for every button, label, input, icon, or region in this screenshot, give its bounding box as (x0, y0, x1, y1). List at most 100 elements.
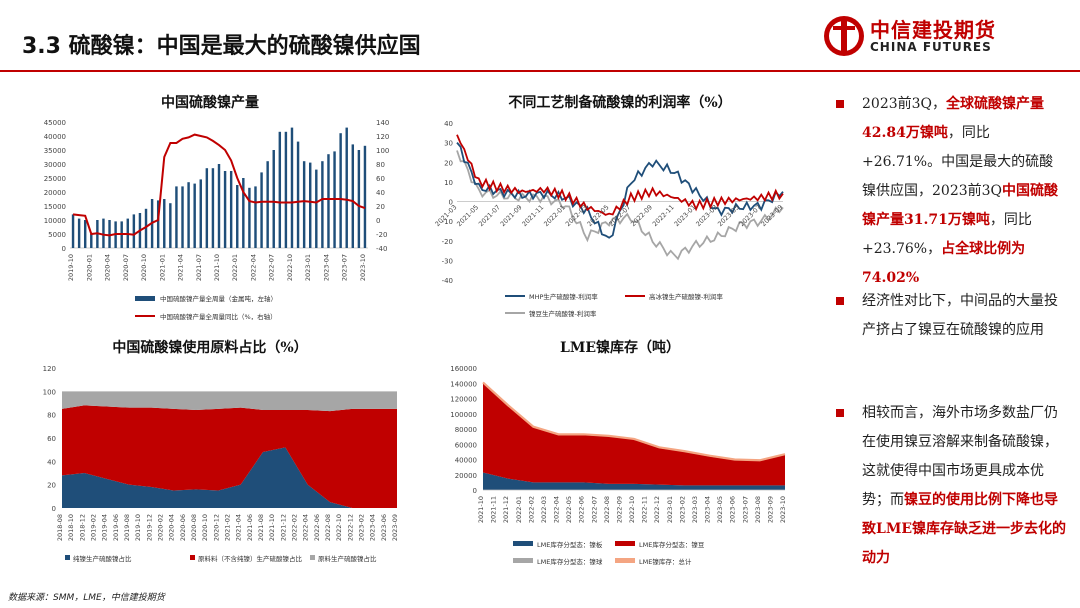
y-right-tick: 0 (376, 217, 380, 225)
page-title: 3.3 硫酸镍：中国是最大的硫酸镍供应国 (22, 34, 421, 59)
x-tick: 2020-07 (122, 254, 130, 281)
bar (302, 161, 306, 248)
area-1 (62, 405, 397, 508)
y-left-tick: 25000 (44, 175, 66, 183)
bar (223, 171, 227, 248)
x-tick: 2019-08 (123, 514, 131, 541)
y-tick: 120 (43, 365, 56, 373)
bar (199, 179, 202, 248)
bar (296, 141, 300, 248)
bar (248, 187, 251, 248)
x-tick: 2022-11 (651, 203, 676, 228)
x-tick: 2022-04 (249, 254, 257, 281)
y-right-tick: 140 (376, 119, 389, 127)
legend-label-0: 纯镍生产硫酸镍占比 (73, 554, 132, 563)
x-tick: 2023-04 (322, 254, 330, 281)
chart4-lme-stock: 0 20000 40000 60000 80000 100000 120000 140000 1… (450, 365, 787, 566)
x-tick: 2021-02 (224, 514, 232, 541)
bar (357, 150, 361, 248)
legend-bar-swatch (135, 296, 155, 301)
y-right-tick: 40 (376, 189, 385, 197)
x-tick: 2021-10 (477, 496, 485, 523)
x-tick: 2018-08 (56, 514, 64, 541)
legend-label-1: LME库存分型态：镍豆 (639, 540, 705, 549)
x-tick: 2022-01 (542, 203, 567, 228)
y-left-tick: 15000 (44, 203, 66, 211)
bar (290, 127, 294, 248)
bullet-2-text-0: 经济性对比下，中间品的大量投产挤占了镍豆在硫酸镍的应用 (862, 293, 1058, 338)
x-tick: 2022-10 (335, 514, 343, 541)
x-tick: 2020-10 (201, 514, 209, 541)
bar (181, 186, 184, 248)
y-left-tick: 10000 (44, 217, 66, 225)
x-tick: 2019-10 (67, 254, 75, 281)
bar (217, 164, 221, 248)
bar (309, 162, 312, 248)
y-tick: -10 (442, 218, 453, 226)
chart2-title: 不同工艺制备硫酸镍的利润率（%） (508, 95, 732, 111)
x-tick: 2020-02 (157, 514, 165, 541)
bar (77, 218, 81, 248)
x-tick: 2019-10 (134, 514, 142, 541)
profit-line-1 (456, 134, 784, 216)
x-tick: 2022-09 (629, 203, 654, 228)
bullet-1-text-0: 2023前3Q， (862, 96, 947, 112)
x-tick: 2023-09 (391, 514, 399, 541)
x-tick: 2021-12 (279, 514, 287, 541)
bar (236, 185, 239, 248)
chart2-profit: 403020100-10-20-30-402021-032021-052021-… (434, 120, 785, 318)
bar (211, 168, 215, 248)
y-tick: 20 (47, 482, 56, 490)
brand-name-zh: 中信建投期货 (870, 18, 996, 42)
x-tick: 2023-01 (673, 203, 698, 228)
legend-label-1: 原料料（不含纯镍）生产硫酸镍占比 (198, 554, 303, 563)
y-tick: 30 (444, 140, 453, 148)
area-1 (483, 383, 785, 486)
x-tick: 2022-11 (641, 496, 649, 523)
x-tick: 2018-10 (67, 514, 75, 541)
x-tick: 2021-08 (257, 514, 265, 541)
x-tick: 2020-04 (104, 254, 112, 281)
x-tick: 2019-04 (101, 514, 109, 541)
legend-label-0: LME库存分型态：镍板 (537, 540, 603, 549)
x-tick: 2023-05 (716, 203, 741, 228)
bar (156, 200, 160, 248)
x-tick: 2021-10 (213, 254, 221, 281)
x-tick: 2022-12 (653, 496, 661, 523)
x-tick: 2023-06 (729, 496, 737, 523)
x-tick: 2021-11 (520, 203, 545, 228)
x-tick: 2023-02 (678, 496, 686, 523)
x-tick: 2020-06 (179, 514, 187, 541)
x-tick: 2023-01 (666, 496, 674, 523)
x-tick: 2022-12 (346, 514, 354, 541)
brand-logo: 中信建投期货 CHINA FUTURES (822, 14, 1062, 64)
y-right-tick: 20 (376, 203, 385, 211)
citic-logo-icon (824, 16, 864, 56)
x-tick: 2022-07 (268, 254, 276, 281)
y-left-tick: 30000 (44, 161, 66, 169)
y-right-tick: -20 (376, 231, 387, 239)
bullet-3: 相较而言，海外市场多数盐厂仍在使用镍豆溶解来制备硫酸镍，这就使得中国市场更具成本… (836, 399, 1066, 573)
y-left-tick: 40000 (44, 133, 66, 141)
legend-swatch-1 (190, 555, 195, 560)
bar (254, 186, 257, 248)
y-tick: -40 (442, 277, 453, 285)
legend-label-1: 高冰镍生产硫酸镍-利润率 (649, 292, 723, 301)
x-tick: 2022-02 (291, 514, 299, 541)
x-tick: 2023-07 (341, 254, 349, 281)
bar (102, 218, 105, 248)
total-line (482, 381, 786, 462)
x-tick: 2021-01 (158, 254, 166, 281)
chart3-title: 中国硫酸镍使用原料占比（%） (112, 340, 308, 356)
y-right-tick: 80 (376, 161, 385, 169)
bar (90, 234, 93, 248)
legend-swatch-2 (310, 555, 315, 560)
x-tick: 2022-03 (540, 496, 548, 523)
bar (229, 171, 233, 248)
y-left-tick: 35000 (44, 147, 66, 155)
y-right-tick: -40 (376, 245, 387, 253)
x-tick: 2021-09 (499, 203, 524, 228)
y-tick: 20 (444, 159, 453, 167)
x-tick: 2022-02 (527, 496, 535, 523)
legend-line-label: 中国硫酸镍产量全周量同比（%，右轴） (160, 312, 277, 320)
